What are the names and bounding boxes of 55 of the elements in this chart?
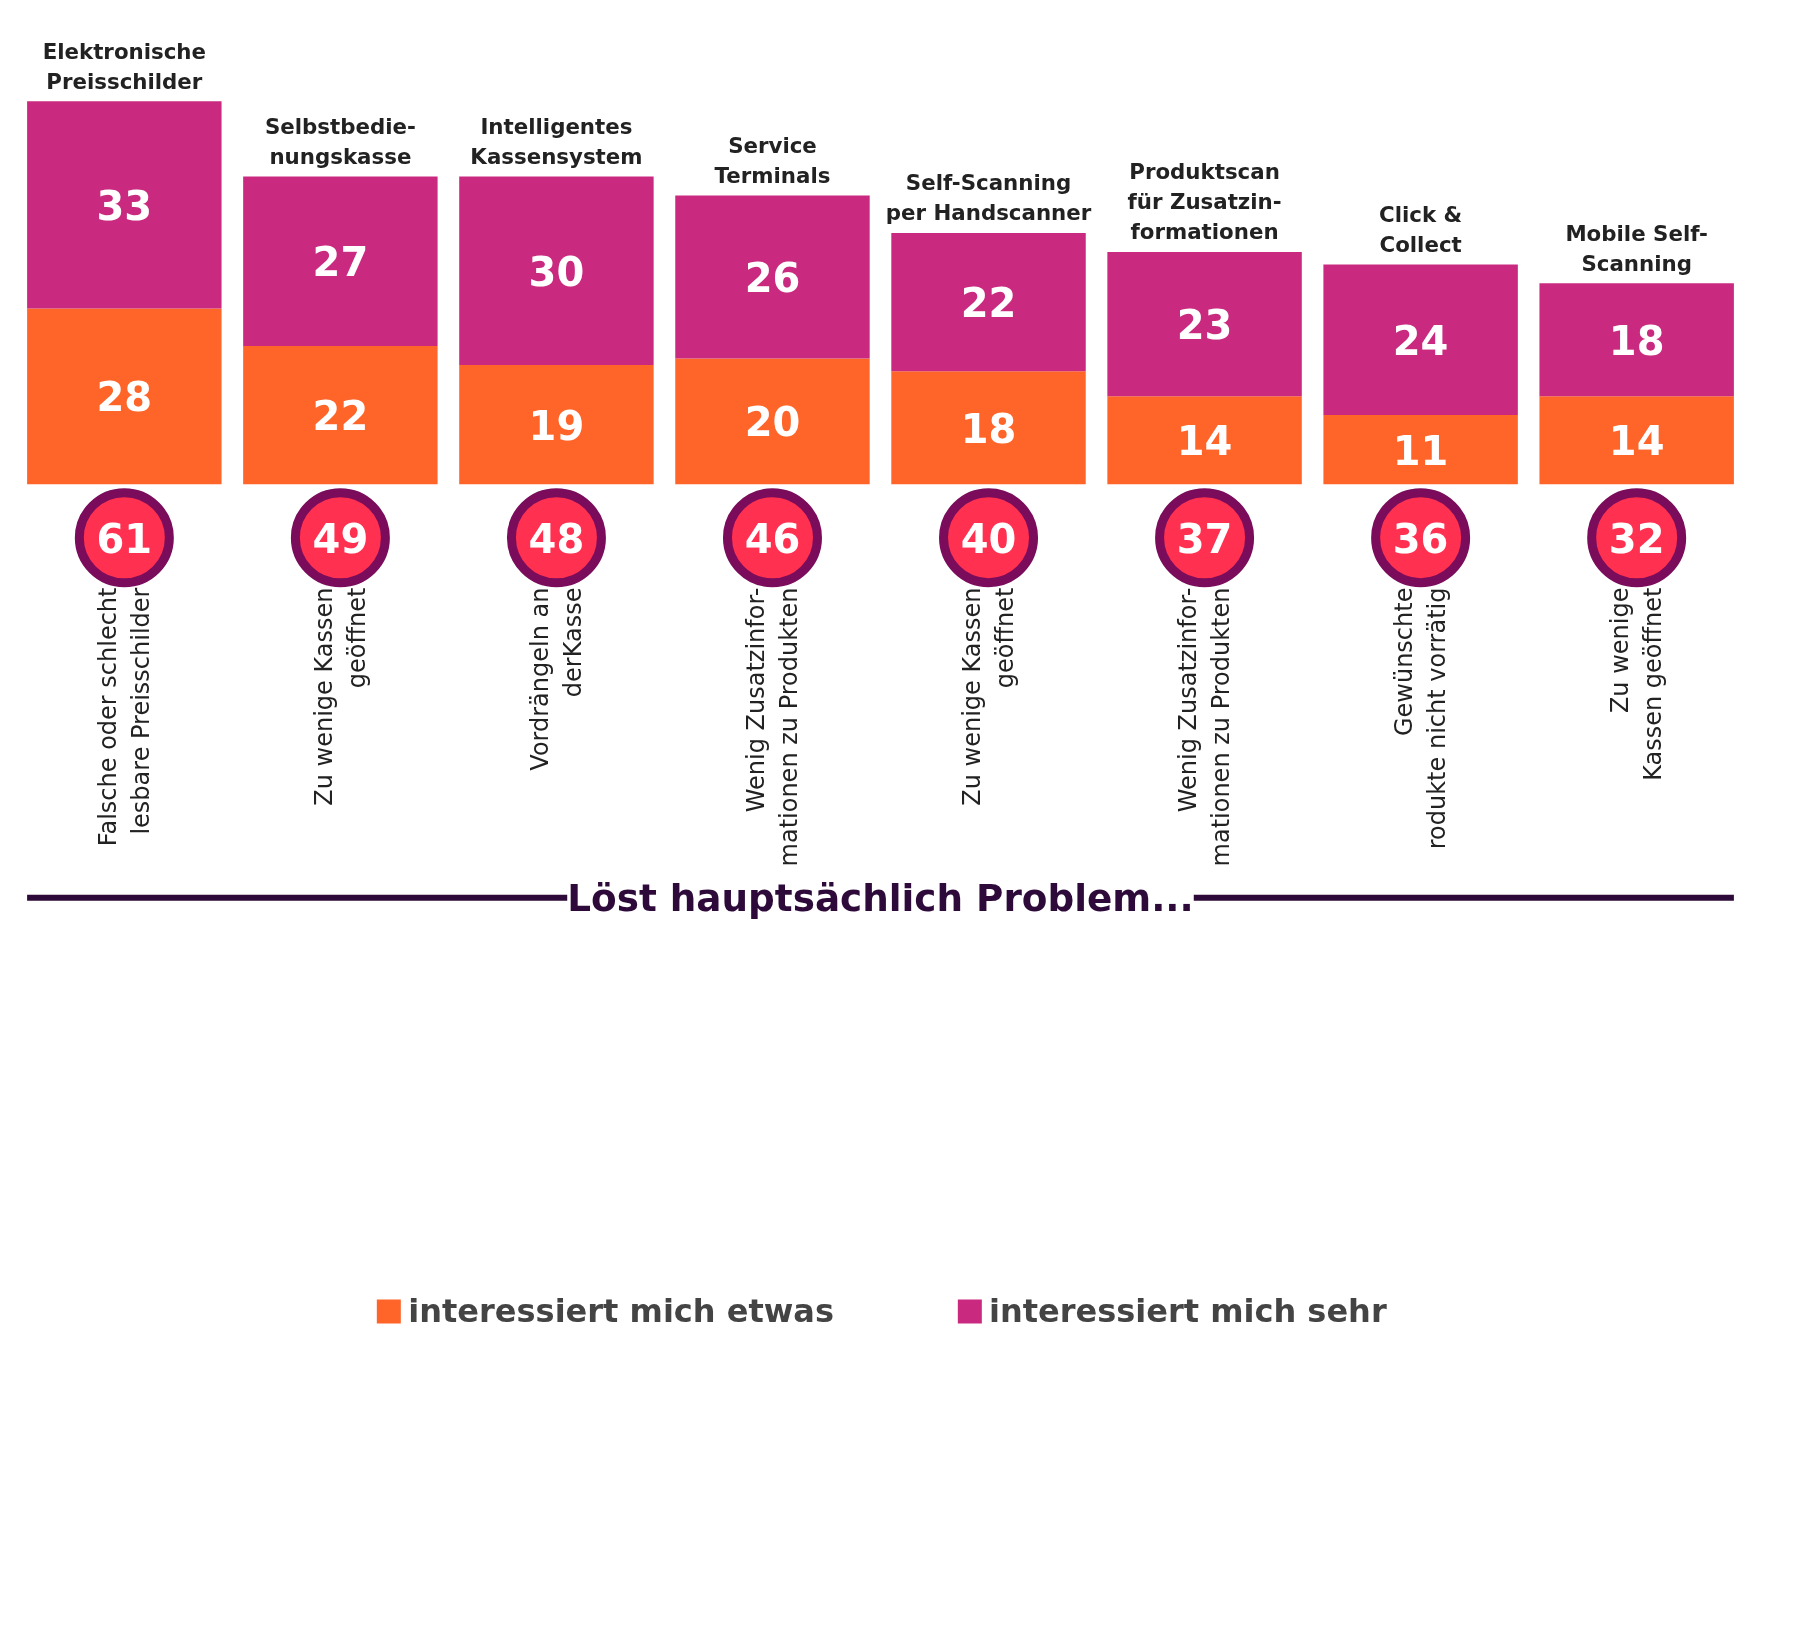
x-tick-label: Mobile Self- Scanning — [1565, 220, 1708, 276]
total-label: 46 — [744, 515, 801, 562]
total-label: 48 — [528, 515, 585, 562]
bar — [1107, 251, 1302, 397]
data-label: 22 — [312, 393, 369, 440]
data-label: 14 — [1176, 418, 1233, 465]
bar — [891, 371, 1086, 485]
x-tick-label: Service Terminals — [714, 132, 831, 188]
x-tick-label: Intelligentes Kassensystem — [470, 113, 643, 169]
total-label: 32 — [1608, 515, 1665, 562]
data-label: 22 — [960, 280, 1017, 327]
bar — [27, 101, 222, 309]
bar — [1539, 283, 1734, 397]
x-tick-label: Selbstbedie- nungskasse — [264, 113, 416, 169]
bar — [675, 358, 870, 485]
data-label: 19 — [528, 402, 585, 449]
text: Löst hauptsächlich Problem... — [567, 875, 1194, 920]
total-label: 40 — [960, 515, 1017, 562]
bar — [459, 364, 654, 485]
x-tick-label: Click & Collect — [1379, 201, 1463, 257]
text: Vordrängeln an derKasse — [525, 587, 588, 771]
x-tick-label: Self-Scanning per Handscanner — [885, 170, 1092, 226]
data-label: 24 — [1392, 317, 1449, 364]
text: Zu wenige Kassen geöffnet — [309, 587, 372, 806]
data-label: 26 — [744, 254, 801, 301]
bar — [243, 346, 438, 485]
total-label: 37 — [1176, 515, 1233, 562]
legend-label: interessiert mich etwas — [408, 1291, 834, 1330]
data-label: 30 — [528, 248, 585, 295]
text: Falsche oder schlecht lesbare Preisschilder — [93, 587, 156, 847]
data-label: 28 — [96, 374, 153, 421]
total-label: 49 — [312, 515, 369, 562]
bar — [243, 176, 438, 347]
bar — [1107, 396, 1302, 485]
bar — [1539, 396, 1734, 485]
legend-label: interessiert mich sehr — [988, 1291, 1387, 1330]
total-label: 36 — [1392, 515, 1449, 562]
data-label: 33 — [96, 182, 153, 229]
data-label: 18 — [1608, 317, 1665, 364]
bar — [459, 176, 654, 365]
data-label: 20 — [744, 399, 801, 446]
data-label: 27 — [312, 239, 369, 286]
data-label: 23 — [1176, 302, 1233, 349]
bar — [1323, 415, 1518, 485]
x-tick-label: Elektronische Preisschilder — [42, 38, 207, 94]
bar — [675, 195, 870, 359]
bar — [27, 308, 222, 485]
total-label: 61 — [96, 515, 153, 562]
data-label: 11 — [1392, 427, 1449, 474]
data-label: 14 — [1608, 418, 1665, 465]
x-tick-label: Produktscan für Zusatzin- formationen — [1127, 159, 1282, 245]
bar — [1323, 264, 1518, 416]
text: Zu wenige Kassen geöffnet — [957, 587, 1020, 806]
data-label: 18 — [960, 405, 1017, 452]
bar — [891, 233, 1086, 372]
